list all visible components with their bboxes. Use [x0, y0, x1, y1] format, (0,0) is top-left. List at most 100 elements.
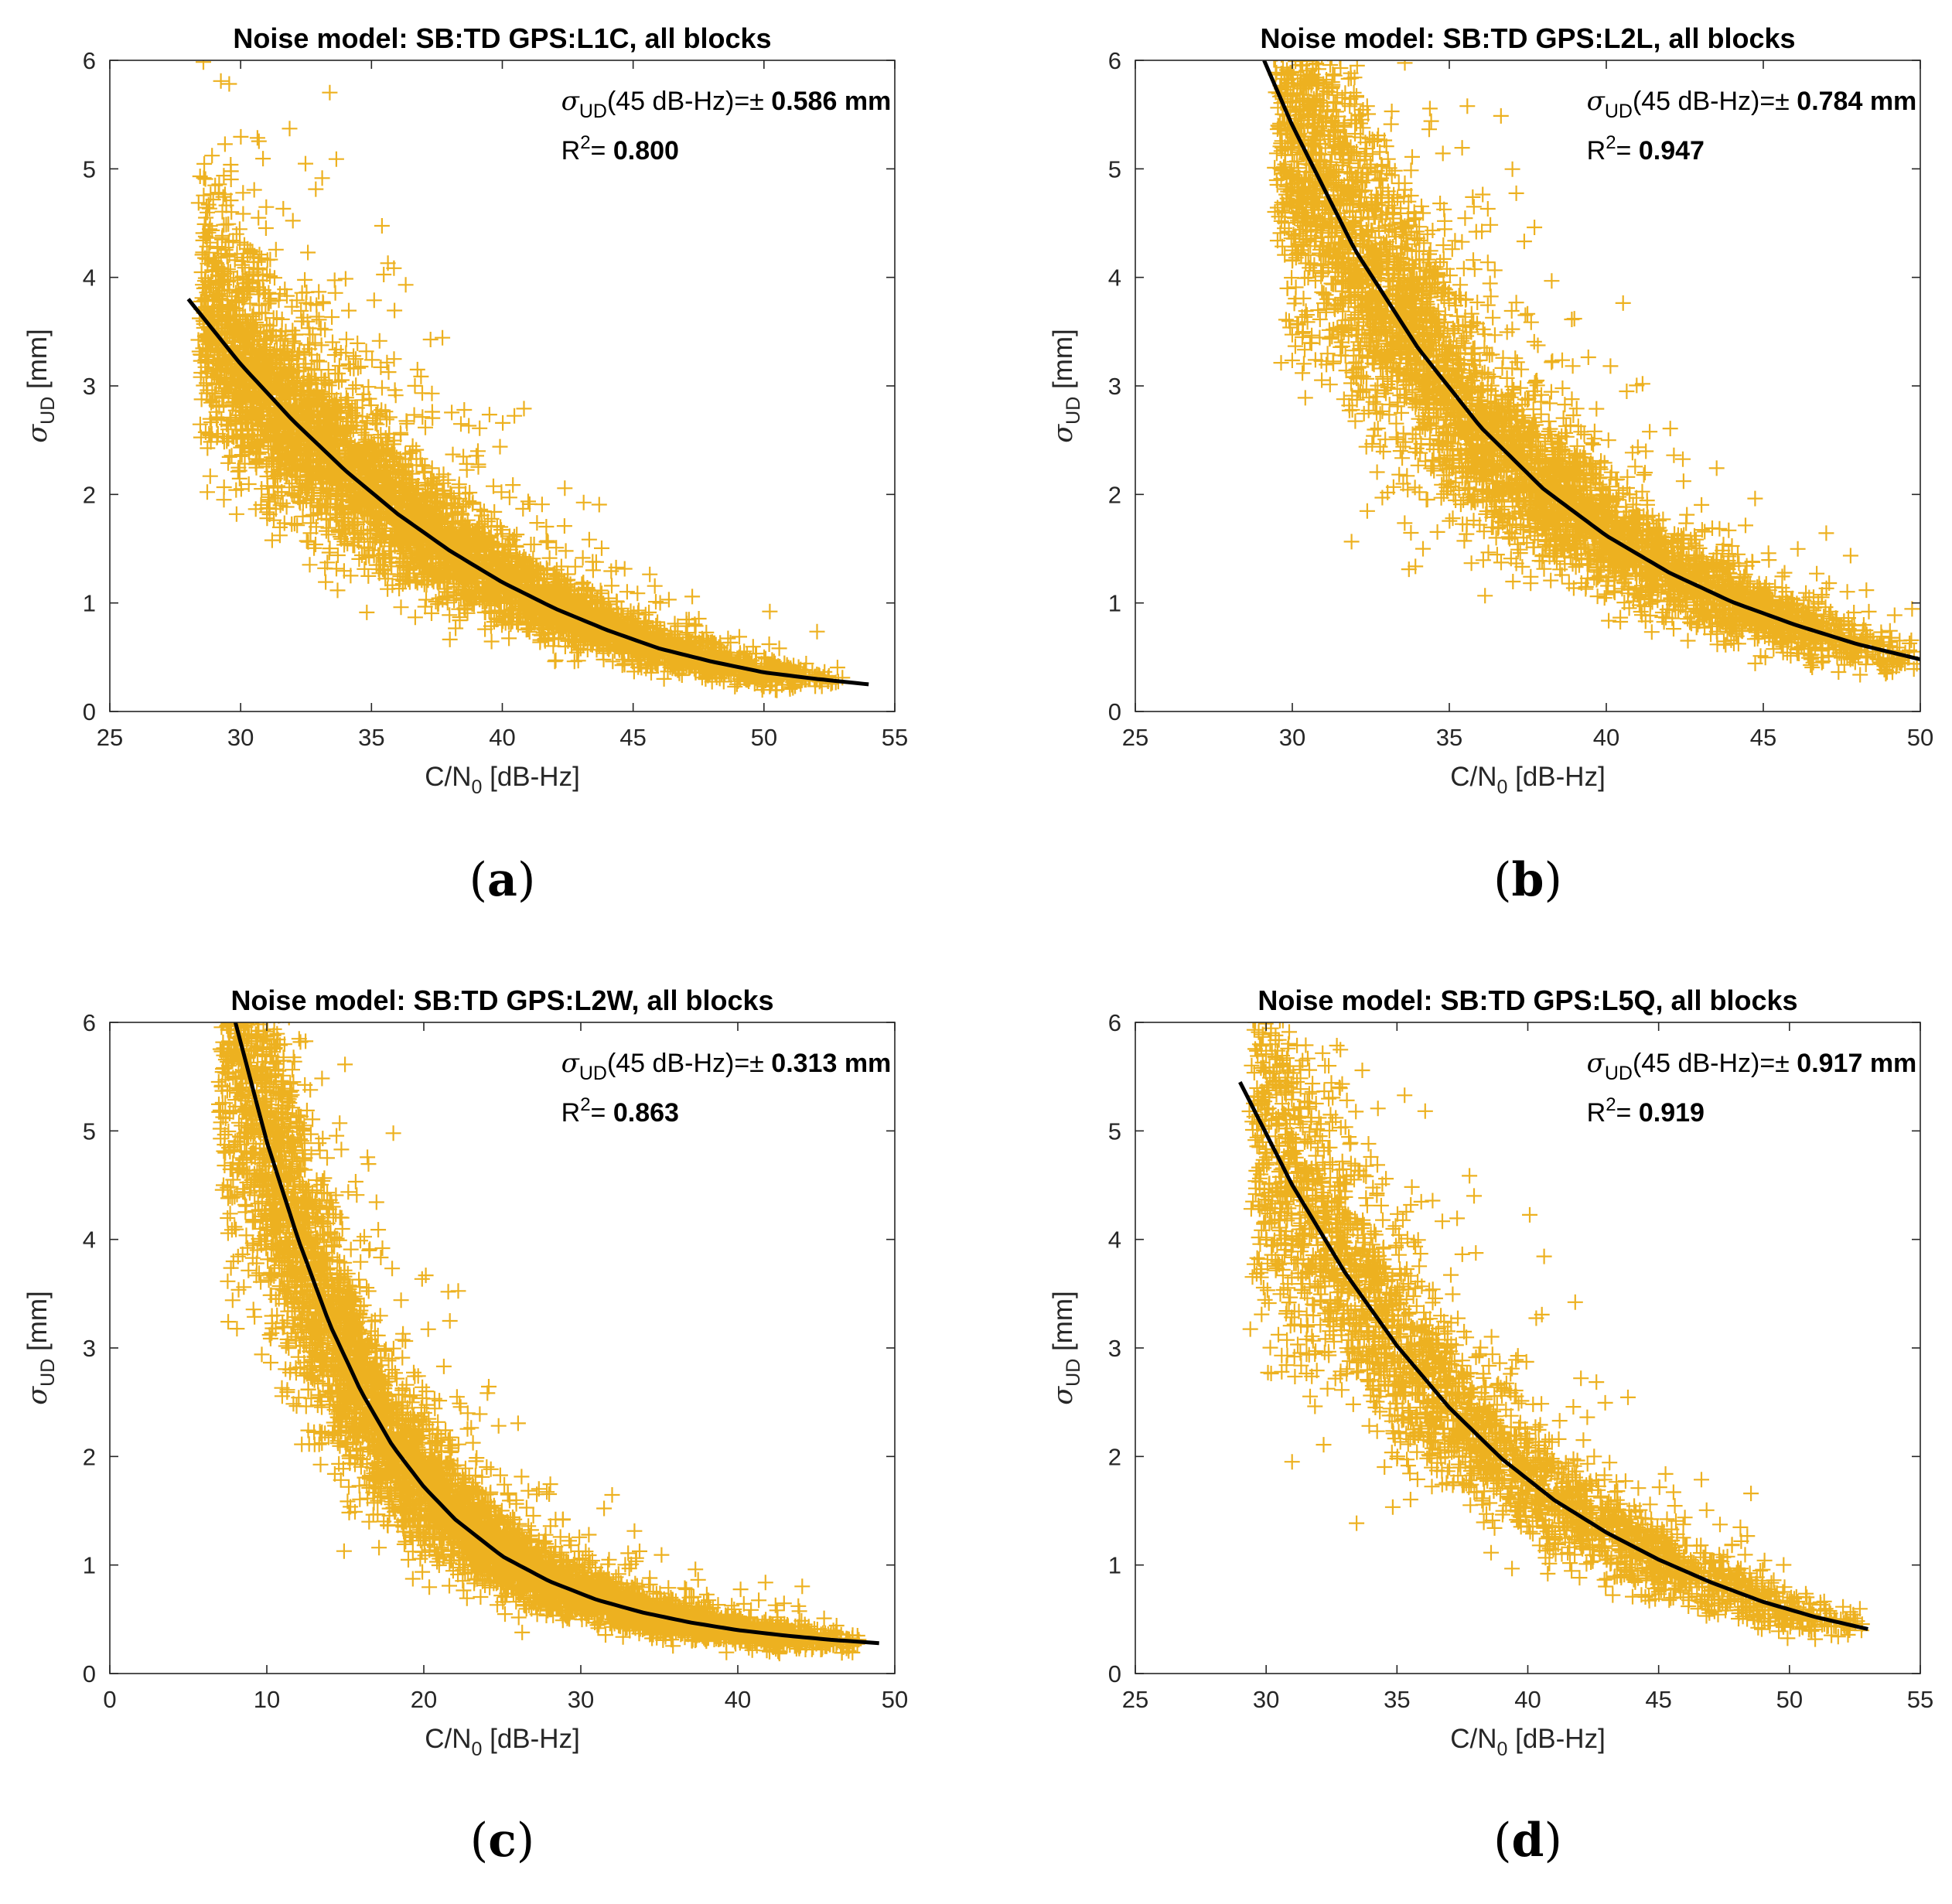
sigma-annotation: σUD(45 dB-Hz)=± 0.313 mm [561, 1048, 892, 1084]
chart-title: Noise model: SB:TD GPS:L2W, all blocks [230, 984, 773, 1016]
fit-curve [1262, 60, 1920, 662]
x-tick-label: 30 [1279, 724, 1305, 751]
chart-title: Noise model: SB:TD GPS:L2L, all blocks [1260, 22, 1795, 54]
x-tick-label: 0 [103, 1686, 116, 1713]
x-tick-label: 50 [1776, 1686, 1803, 1713]
y-tick-label: 2 [1108, 481, 1121, 508]
x-tick-label: 50 [751, 724, 777, 751]
r2-annotation: R2= 0.863 [561, 1094, 679, 1128]
x-tick-label: 55 [882, 724, 908, 751]
y-axis: 0 1 2 3 4 5 6 [83, 47, 895, 725]
x-tick-label: 30 [227, 724, 254, 751]
y-tick-label: 5 [83, 1117, 96, 1145]
y-tick-label: 3 [1108, 1335, 1121, 1362]
x-tick-label: 40 [725, 1686, 751, 1713]
sigma-annotation: σUD(45 dB-Hz)=± 0.784 mm [1587, 86, 1917, 122]
y-tick-label: 6 [1108, 1009, 1121, 1036]
scatter-marks [210, 1022, 867, 1662]
y-axis-label: σUD [mm] [22, 1291, 59, 1405]
y-axis-label: σUD [mm] [1048, 1291, 1084, 1405]
x-tick-label: 50 [882, 1686, 908, 1713]
y-tick-label: 5 [1108, 1117, 1121, 1145]
y-tick-label: 4 [83, 264, 96, 292]
y-tick-label: 0 [83, 1660, 96, 1687]
x-axis: 0 10 20 30 40 50 [103, 1022, 908, 1713]
x-tick-label: 35 [1436, 724, 1462, 751]
r2-annotation: R2= 0.919 [1587, 1094, 1705, 1128]
y-tick-label: 4 [1108, 264, 1121, 292]
x-axis: 25 30 35 40 45 50 [1122, 60, 1933, 751]
y-tick-label: 0 [1108, 1660, 1121, 1687]
x-axis-label: C/N0 [dB-Hz] [1450, 1724, 1606, 1760]
scatter-points [1241, 1022, 1870, 1647]
y-tick-label: 5 [1108, 155, 1121, 183]
y-axis: 0 1 2 3 4 5 6 [1108, 47, 1920, 725]
y-tick-label: 2 [83, 481, 96, 508]
scatter-points [210, 1022, 867, 1662]
chart-title: Noise model: SB:TD GPS:L1C, all blocks [233, 22, 771, 54]
x-axis-label: C/N0 [dB-Hz] [1450, 762, 1606, 798]
x-tick-label: 25 [1122, 1686, 1148, 1713]
x-axis: 25 30 35 40 45 50 55 [1122, 1022, 1933, 1713]
x-axis-label: C/N0 [dB-Hz] [425, 1724, 580, 1760]
chart-title: Noise model: SB:TD GPS:L5Q, all blocks [1258, 984, 1797, 1016]
x-tick-label: 30 [568, 1686, 594, 1713]
x-tick-label: 20 [411, 1686, 437, 1713]
x-tick-label: 45 [1645, 1686, 1671, 1713]
y-tick-label: 4 [1108, 1227, 1121, 1254]
y-tick-label: 3 [1108, 373, 1121, 400]
y-tick-label: 4 [83, 1227, 96, 1254]
y-tick-label: 2 [83, 1443, 96, 1470]
panel-label-b: (b) [1493, 853, 1562, 907]
x-tick-label: 35 [358, 724, 384, 751]
x-tick-label: 30 [1253, 1686, 1279, 1713]
y-tick-label: 6 [1108, 47, 1121, 74]
y-tick-label: 0 [83, 698, 96, 725]
x-tick-label: 35 [1384, 1686, 1410, 1713]
scatter-marks [1266, 60, 1920, 683]
chart-panel-c: 0 10 20 30 40 50 0 1 2 3 4 5 6 Noise model: SB:TD GPS… [22, 984, 908, 1760]
y-tick-label: 2 [1108, 1443, 1121, 1470]
sigma-annotation: σUD(45 dB-Hz)=± 0.586 mm [561, 86, 892, 122]
y-tick-label: 0 [1108, 698, 1121, 725]
x-tick-label: 40 [1514, 1686, 1541, 1713]
x-tick-label: 40 [1593, 724, 1619, 751]
y-tick-label: 1 [83, 1552, 96, 1579]
y-tick-label: 6 [83, 47, 96, 74]
y-axis-label: σUD [mm] [1048, 329, 1084, 443]
x-tick-label: 10 [254, 1686, 280, 1713]
scatter-points [1266, 60, 1920, 683]
x-tick-label: 50 [1907, 724, 1933, 751]
x-axis-label: C/N0 [dB-Hz] [425, 762, 580, 798]
x-tick-label: 25 [97, 724, 123, 751]
y-axis-label: σUD [mm] [22, 329, 59, 443]
panel-label-a: (a) [469, 853, 536, 907]
panel-label-d: (d) [1493, 1814, 1562, 1868]
y-tick-label: 1 [1108, 590, 1121, 617]
y-tick-label: 6 [83, 1009, 96, 1036]
fit-curve [1238, 1081, 1868, 1631]
scatter-marks [1241, 1022, 1870, 1647]
panel-label-c: (c) [470, 1814, 534, 1868]
y-axis: 0 1 2 3 4 5 6 [1108, 1009, 1920, 1687]
r2-annotation: R2= 0.947 [1587, 132, 1705, 165]
x-axis: 25 30 35 40 45 50 55 [97, 60, 908, 751]
x-tick-label: 40 [489, 724, 515, 751]
x-tick-label: 55 [1907, 1686, 1933, 1713]
fit-curve [233, 1022, 879, 1646]
y-tick-label: 5 [83, 155, 96, 183]
x-tick-label: 45 [619, 724, 646, 751]
sigma-annotation: σUD(45 dB-Hz)=± 0.917 mm [1587, 1048, 1917, 1084]
x-tick-label: 45 [1750, 724, 1776, 751]
y-tick-label: 1 [1108, 1552, 1121, 1579]
fit-curve [186, 298, 869, 687]
y-tick-label: 3 [83, 1335, 96, 1362]
y-axis: 0 1 2 3 4 5 6 [83, 1009, 895, 1687]
y-tick-label: 3 [83, 373, 96, 400]
y-tick-label: 1 [83, 590, 96, 617]
x-tick-label: 25 [1122, 724, 1148, 751]
